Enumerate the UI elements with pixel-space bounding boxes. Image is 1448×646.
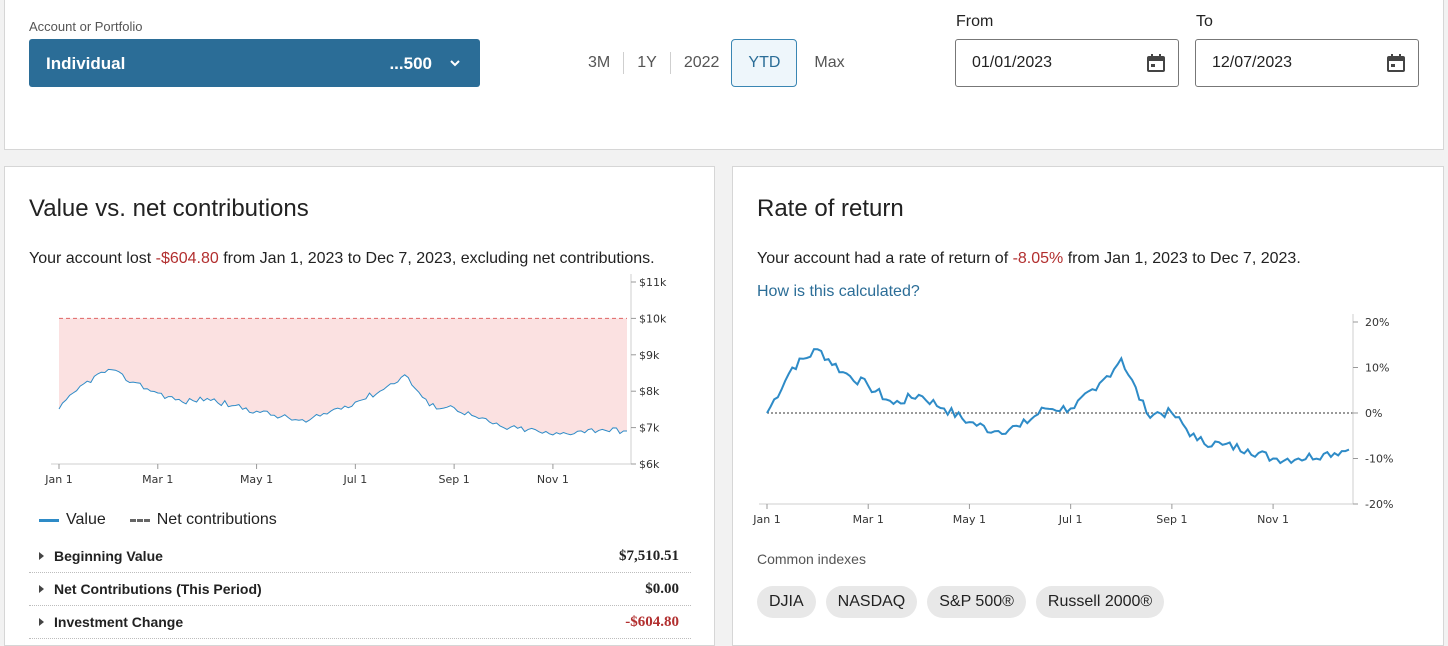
x-tick-label: Nov 1 bbox=[1257, 513, 1289, 526]
x-tick-label: May 1 bbox=[953, 513, 986, 526]
row-label: Beginning Value bbox=[54, 548, 163, 564]
value-summary: Your account lost -$604.80 from Jan 1, 2… bbox=[29, 250, 655, 268]
return-summary-pre: Your account had a rate of return of bbox=[757, 250, 1013, 267]
expand-triangle-icon bbox=[39, 552, 44, 560]
tab-3m[interactable]: 3M bbox=[575, 52, 625, 74]
to-label: To bbox=[1196, 13, 1213, 30]
to-date-field[interactable]: 12/07/2023 bbox=[1195, 39, 1419, 87]
return-summary-amount: -8.05% bbox=[1012, 250, 1064, 267]
value-summary-post: from Jan 1, 2023 to Dec 7, 2023, excludi… bbox=[218, 250, 655, 267]
x-tick-label: Nov 1 bbox=[537, 473, 569, 486]
how-calculated-link[interactable]: How is this calculated? bbox=[757, 283, 920, 300]
from-date-value: 01/01/2023 bbox=[972, 54, 1053, 71]
return-line bbox=[766, 348, 1350, 465]
x-tick-label: Mar 1 bbox=[853, 513, 884, 526]
row-value: $0.00 bbox=[645, 580, 679, 597]
common-indexes-label: Common indexes bbox=[757, 551, 866, 567]
index-chip-nasdaq[interactable]: NASDAQ bbox=[825, 586, 918, 618]
y-tick-label: 20% bbox=[1365, 316, 1389, 329]
row-net-contributions[interactable]: Net Contributions (This Period) $0.00 bbox=[29, 573, 691, 606]
legend-net-label: Net contributions bbox=[156, 511, 277, 528]
row-beginning-value[interactable]: Beginning Value $7,510.51 bbox=[29, 540, 691, 573]
row-label: Investment Change bbox=[54, 614, 184, 630]
to-date-value: 12/07/2023 bbox=[1212, 54, 1293, 71]
summary-rows: Beginning Value $7,510.51 Net Contributi… bbox=[29, 540, 691, 639]
index-chip-djia[interactable]: DJIA bbox=[757, 586, 816, 618]
account-label: Account or Portfolio bbox=[29, 19, 143, 34]
expand-triangle-icon bbox=[39, 618, 44, 626]
row-investment-change[interactable]: Investment Change -$604.80 bbox=[29, 606, 691, 639]
return-card: Rate of return Your account had a rate o… bbox=[732, 166, 1444, 646]
index-chip-sp500[interactable]: S&P 500® bbox=[927, 586, 1026, 618]
y-tick-label: $8k bbox=[639, 385, 660, 398]
x-tick-label: Sep 1 bbox=[1156, 513, 1187, 526]
calendar-icon[interactable] bbox=[1386, 53, 1406, 73]
account-select[interactable]: Individual ...500 bbox=[29, 39, 480, 87]
expand-triangle-icon bbox=[39, 585, 44, 593]
y-tick-label: -20% bbox=[1365, 498, 1393, 511]
return-chart: 20% 10% 0% -10% -20% Jan 1 Mar 1 May 1 Jul 1 Sep … bbox=[752, 314, 1393, 526]
from-date-field[interactable]: 01/01/2023 bbox=[955, 39, 1179, 87]
value-summary-pre: Your account lost bbox=[29, 250, 156, 267]
range-tabs: 3M 1Y 2022 YTD Max bbox=[575, 39, 858, 87]
x-tick-label: Jan 1 bbox=[44, 473, 72, 486]
from-label: From bbox=[956, 13, 994, 30]
row-label: Net Contributions (This Period) bbox=[54, 581, 262, 597]
value-line bbox=[58, 368, 627, 436]
index-chip-russell2000[interactable]: Russell 2000® bbox=[1035, 586, 1165, 618]
legend-value-label: Value bbox=[66, 511, 106, 528]
y-tick-label: $11k bbox=[639, 276, 667, 289]
index-chips: DJIA NASDAQ S&P 500® Russell 2000® bbox=[757, 586, 1174, 618]
account-name: Individual bbox=[46, 54, 126, 73]
y-tick-label: -10% bbox=[1365, 453, 1393, 466]
y-tick-label: $7k bbox=[639, 422, 660, 435]
value-legend: Value Net contributions bbox=[39, 511, 277, 529]
y-tick-label: 10% bbox=[1365, 362, 1389, 375]
x-tick-label: Sep 1 bbox=[439, 473, 470, 486]
row-value: -$604.80 bbox=[625, 613, 679, 630]
x-tick-label: Jul 1 bbox=[342, 473, 367, 486]
y-tick-label: $9k bbox=[639, 349, 660, 362]
x-tick-label: Mar 1 bbox=[142, 473, 173, 486]
tab-ytd[interactable]: YTD bbox=[731, 39, 798, 87]
y-tick-label: $10k bbox=[639, 312, 667, 325]
value-card: Value vs. net contributions Your account… bbox=[4, 166, 715, 646]
calendar-icon[interactable] bbox=[1146, 53, 1166, 73]
legend-net-swatch bbox=[129, 518, 150, 522]
return-summary-post: from Jan 1, 2023 to Dec 7, 2023. bbox=[1063, 250, 1301, 267]
row-value: $7,510.51 bbox=[619, 547, 679, 564]
tab-2022[interactable]: 2022 bbox=[683, 54, 720, 71]
return-summary: Your account had a rate of return of -8.… bbox=[757, 250, 1301, 268]
x-tick-label: Jan 1 bbox=[752, 513, 780, 526]
tab-1y[interactable]: 1Y bbox=[624, 52, 671, 74]
x-tick-label: May 1 bbox=[240, 473, 273, 486]
value-chart: $6k $7k $8k $9k $10k $11k Jan 1 Mar 1 May 1 Jul 1… bbox=[44, 274, 667, 486]
y-tick-label: 0% bbox=[1365, 407, 1382, 420]
chevron-down-icon bbox=[450, 60, 460, 67]
account-number: ...500 bbox=[389, 54, 432, 73]
filter-panel: Account or Portfolio Individual ...500 3… bbox=[4, 0, 1444, 150]
x-tick-label: Jul 1 bbox=[1058, 513, 1083, 526]
loss-area bbox=[59, 318, 627, 435]
value-card-title: Value vs. net contributions bbox=[29, 195, 309, 222]
tab-max[interactable]: Max bbox=[814, 54, 845, 71]
y-tick-label: $6k bbox=[639, 458, 660, 471]
value-summary-amount: -$604.80 bbox=[155, 250, 219, 267]
legend-value-swatch bbox=[39, 518, 59, 522]
return-card-title: Rate of return bbox=[757, 195, 904, 222]
